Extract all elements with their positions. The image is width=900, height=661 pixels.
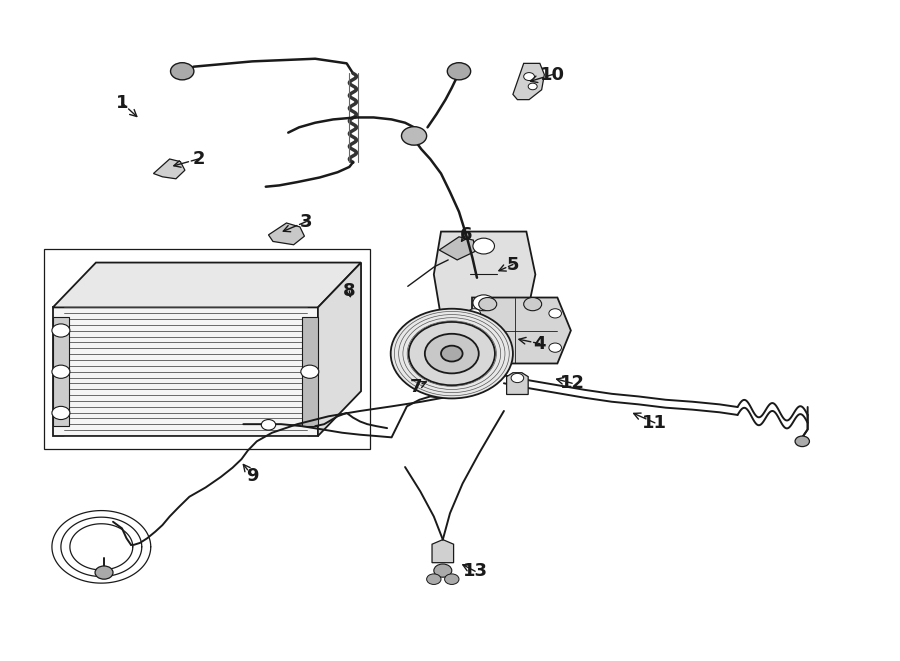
Polygon shape: [154, 159, 184, 178]
Circle shape: [52, 324, 70, 337]
Circle shape: [549, 309, 562, 318]
Circle shape: [409, 322, 495, 385]
Text: 12: 12: [560, 374, 585, 392]
Polygon shape: [53, 307, 318, 436]
Circle shape: [434, 564, 452, 577]
Circle shape: [425, 334, 479, 373]
Circle shape: [549, 343, 562, 352]
Circle shape: [95, 566, 113, 579]
Circle shape: [511, 373, 524, 383]
Circle shape: [261, 420, 275, 430]
Polygon shape: [439, 237, 475, 260]
Circle shape: [441, 346, 463, 362]
Polygon shape: [302, 317, 318, 426]
Circle shape: [170, 63, 194, 80]
Circle shape: [479, 297, 497, 311]
Circle shape: [401, 127, 427, 145]
Text: 10: 10: [540, 65, 565, 83]
Polygon shape: [318, 262, 361, 436]
Circle shape: [472, 295, 494, 311]
Text: 6: 6: [460, 226, 473, 244]
Circle shape: [524, 297, 542, 311]
Polygon shape: [513, 63, 544, 100]
Polygon shape: [53, 317, 69, 426]
Circle shape: [468, 343, 481, 352]
Text: 1: 1: [116, 94, 129, 112]
Circle shape: [301, 365, 319, 378]
Circle shape: [52, 407, 70, 420]
Text: 4: 4: [534, 334, 546, 353]
Text: 5: 5: [507, 256, 519, 274]
Text: 8: 8: [343, 282, 356, 300]
Circle shape: [445, 574, 459, 584]
Circle shape: [528, 83, 537, 90]
Polygon shape: [472, 297, 571, 364]
Text: 7: 7: [410, 377, 422, 395]
Text: 13: 13: [463, 563, 488, 580]
Text: 2: 2: [192, 150, 204, 168]
Circle shape: [447, 63, 471, 80]
Text: 9: 9: [246, 467, 258, 485]
Circle shape: [427, 574, 441, 584]
Polygon shape: [268, 223, 304, 245]
Circle shape: [795, 436, 809, 447]
Text: 11: 11: [643, 414, 668, 432]
Circle shape: [391, 309, 513, 399]
Text: 3: 3: [300, 213, 312, 231]
Polygon shape: [507, 373, 528, 395]
Circle shape: [468, 309, 481, 318]
Polygon shape: [434, 231, 536, 317]
Circle shape: [52, 365, 70, 378]
Circle shape: [472, 238, 494, 254]
Polygon shape: [432, 539, 454, 563]
Polygon shape: [53, 262, 361, 307]
Circle shape: [524, 73, 535, 81]
